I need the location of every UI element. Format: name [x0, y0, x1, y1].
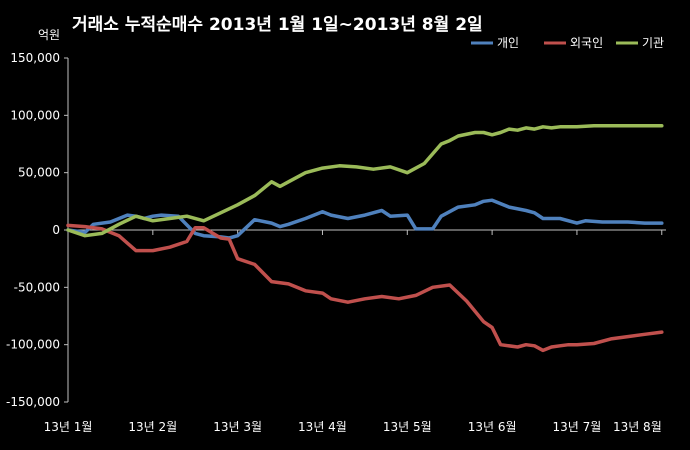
legend: 개인 외국인 기관: [471, 36, 664, 50]
series-line-개인: [66, 198, 664, 240]
legend-label: 개인: [497, 36, 519, 50]
series-line-외국인: [66, 223, 664, 353]
x-tick-label: 13년 5월: [383, 420, 432, 434]
y-tick-label: 150,000: [10, 51, 60, 65]
chart-title: 거래소 누적순매수 2013년 1월 1일~2013년 8월 2일: [72, 15, 483, 35]
y-axis: 150,000 100,000 50,000 0 -50,000 -100,000 -150…: [6, 51, 69, 409]
y-tick-label: -50,000: [14, 280, 60, 294]
y-tick-label: 0: [52, 223, 60, 237]
x-tick-label: 13년 1월: [44, 420, 93, 434]
y-tick-label: -150,000: [6, 395, 60, 409]
x-axis: 13년 1월 13년 2월 13년 3월 13년 4월 13년 5월 13년 6월 13년 …: [44, 229, 666, 434]
y-axis-unit-label: 억원: [38, 28, 61, 42]
y-tick-label: 100,000: [10, 108, 60, 122]
x-tick-label: 13년 7월: [553, 420, 602, 434]
y-tick-label: -100,000: [6, 338, 60, 352]
x-tick-label: 13년 6월: [468, 420, 517, 434]
x-tick-label: 13년 3월: [213, 420, 262, 434]
x-tick-label: 13년 2월: [128, 420, 177, 434]
x-tick-label: 13년 4월: [298, 420, 347, 434]
x-tick-label: 13년 8월: [613, 420, 662, 434]
series-line-기관: [66, 123, 664, 238]
legend-label: 기관: [642, 36, 664, 50]
series-lines: [66, 123, 664, 353]
y-tick-label: 50,000: [18, 166, 60, 180]
legend-label: 외국인: [570, 36, 603, 50]
